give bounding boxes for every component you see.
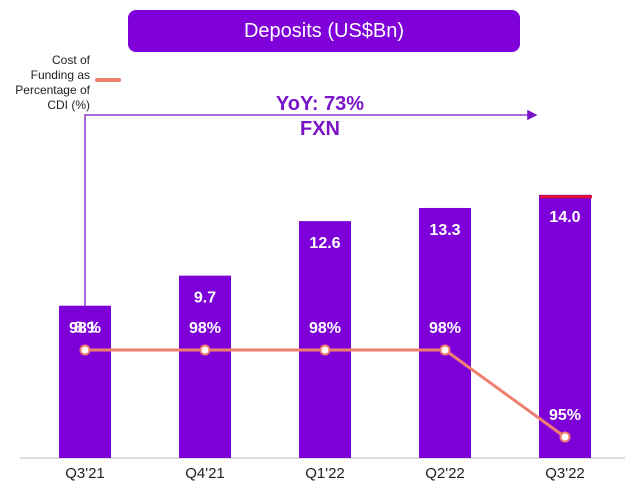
yoy-fxn-label: FXN [300, 118, 340, 140]
line-points-layer [79, 344, 571, 443]
line-point [199, 344, 211, 356]
line-point [319, 344, 331, 356]
bar-value-label: 12.6 [309, 235, 340, 252]
line-value-label: 98% [309, 320, 341, 337]
bar-value-label: 8.1 [74, 320, 96, 337]
bar-value-label: 14.0 [549, 209, 580, 226]
x-tick-label: Q3'22 [545, 465, 585, 482]
bar [299, 221, 351, 458]
bar [419, 207, 471, 458]
line-value-label: 95% [549, 407, 581, 424]
legend-line-swatch [95, 78, 121, 82]
legend-label: Cost of Funding as Percentage of CDI (%) [15, 53, 90, 112]
bar [59, 305, 111, 458]
line-point [79, 344, 91, 356]
labels-layer: 8.1 Q3'21 9.7 Q4'21 12.6 Q1'22 13.3 Q2'22 14.0 Q3… [65, 209, 585, 482]
line-value-label: 98% [429, 320, 461, 337]
bar [179, 275, 231, 458]
line-point [439, 344, 451, 356]
bar [539, 194, 591, 459]
chart-title-banner: Deposits (US$Bn) [128, 10, 520, 52]
bars-layer [59, 194, 591, 459]
yoy-arrow [84, 109, 538, 306]
chart-title: Deposits (US$Bn) [243, 19, 405, 42]
x-tick-label: Q3'21 [65, 465, 105, 482]
yoy-label: YoY: 73% [276, 93, 364, 115]
bar-value-label: 13.3 [429, 222, 460, 239]
x-tick-label: Q2'22 [425, 465, 465, 482]
line-value-label: 98% [189, 320, 221, 337]
bar-value-label: 9.7 [194, 290, 216, 307]
x-tick-label: Q1'22 [305, 465, 345, 482]
x-tick-label: Q4'21 [185, 465, 225, 482]
line-value-label: 98% [69, 320, 101, 337]
line-point [559, 431, 571, 443]
